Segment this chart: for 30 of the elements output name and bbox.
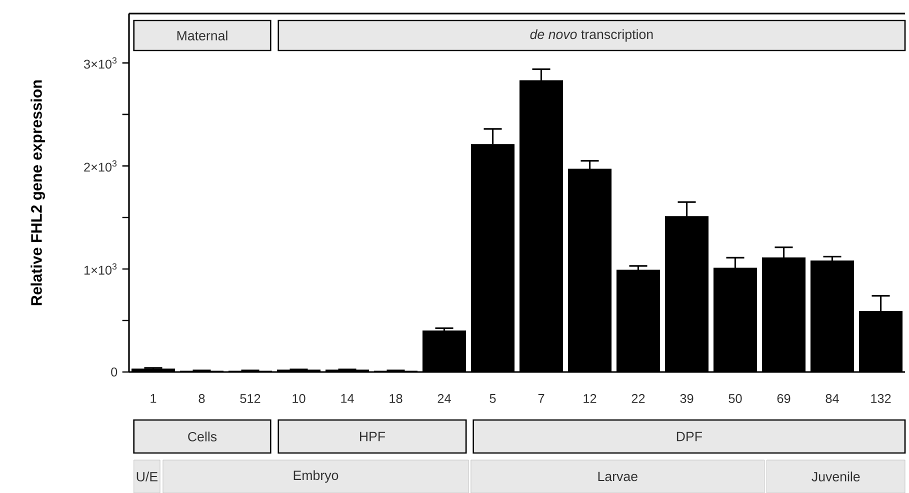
text: Cells <box>188 432 217 442</box>
x-tick-label: 132 <box>871 394 891 403</box>
x-tick-label: 512 <box>240 394 260 403</box>
y-tick-label: 2×10$^{3}$ <box>84 160 117 172</box>
x-tick-label: 10 <box>292 394 306 403</box>
x-tick-label: 24 <box>438 394 451 403</box>
x-tick-label: 7 <box>538 394 544 403</box>
x-tick-label: 84 <box>826 394 839 403</box>
text: U/E <box>136 472 158 482</box>
y-tick-label: 3×10$^{3}$ <box>84 57 117 69</box>
text: Juvenile <box>812 472 860 482</box>
x-tick-label: 50 <box>728 394 742 403</box>
x-tick-label: 12 <box>584 394 596 403</box>
x-tick-label: 39 <box>680 394 694 403</box>
x-tick-label: 5 <box>490 394 496 403</box>
text: Larvae <box>598 472 638 482</box>
y-tick-label: 1×10$^{3}$ <box>84 263 117 275</box>
y-tick-label: 0 <box>111 367 118 376</box>
text: HPF <box>360 432 386 441</box>
x-tick-label: 18 <box>390 394 402 403</box>
x-tick-label: 69 <box>777 394 790 403</box>
y-axis-title: Relative FHL2 gene expression <box>30 80 45 305</box>
text: Embryo <box>294 470 338 483</box>
x-tick-label: 22 <box>632 394 645 403</box>
x-tick-label: 14 <box>341 394 354 403</box>
x-tick-label: 1 <box>150 394 156 403</box>
x-tick-label: 8 <box>198 394 205 403</box>
annotation: Maternal <box>177 30 228 40</box>
text: DPF <box>676 432 702 441</box>
annotation: de novo transcription <box>530 29 653 42</box>
